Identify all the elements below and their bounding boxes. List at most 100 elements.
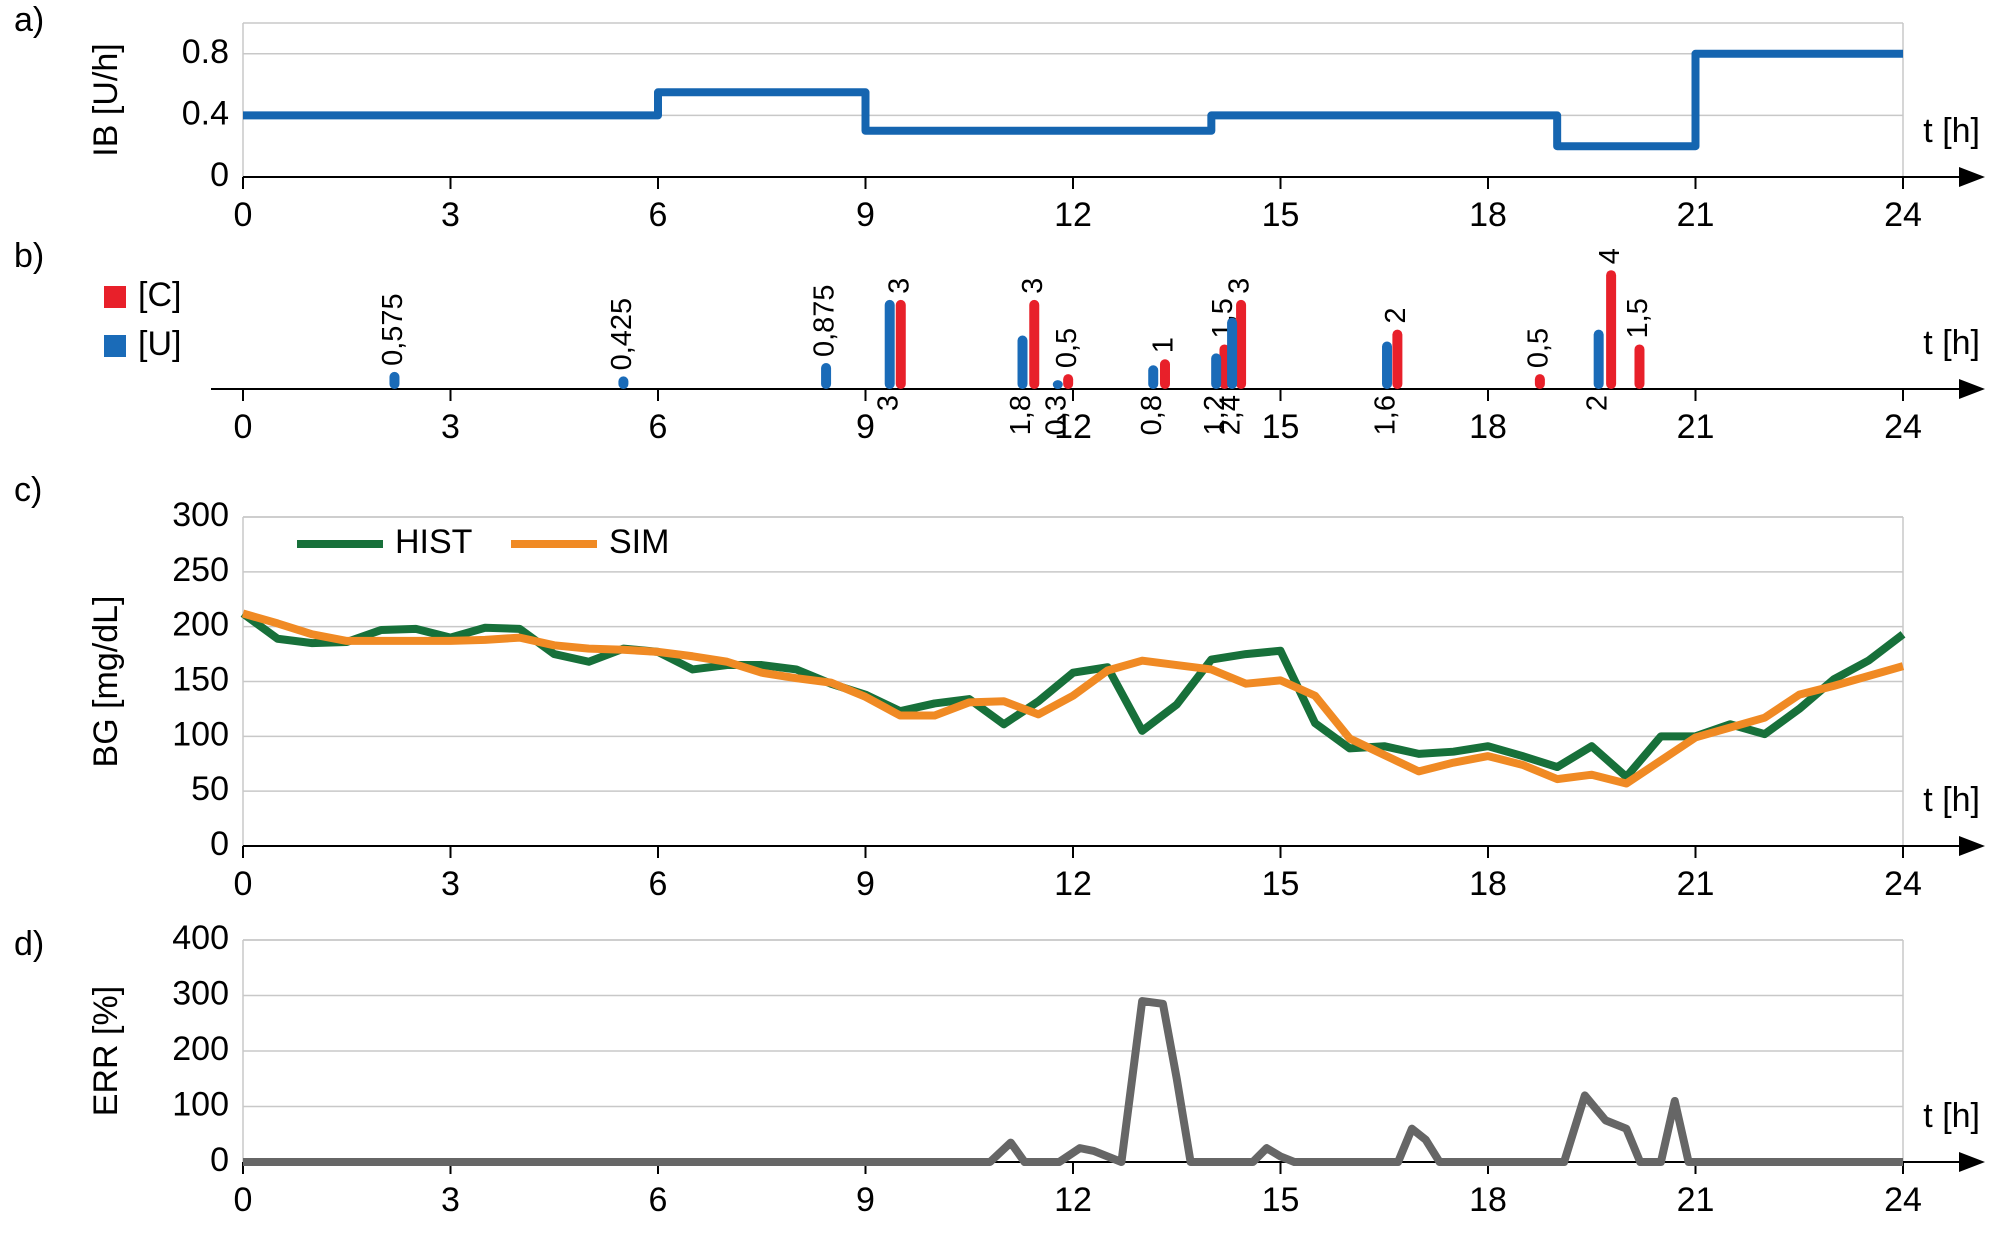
x-tick-label: 0: [234, 865, 253, 903]
y-tick-label: 300: [172, 496, 229, 534]
x-tick-label: 0: [234, 1181, 253, 1219]
bar: [884, 299, 895, 389]
x-tick-label: 18: [1469, 408, 1507, 446]
x-tick-label: 18: [1469, 196, 1507, 234]
y-tick-label: 0: [210, 156, 229, 194]
value-label: 0,575: [377, 293, 409, 366]
bar: [1219, 344, 1230, 389]
bar: [1236, 299, 1247, 389]
panel-label: d): [14, 925, 44, 963]
legend-label: SIM: [609, 523, 669, 561]
y-tick-label: 0.8: [182, 33, 229, 71]
x-tick-label: 3: [441, 865, 460, 903]
value-label: 1,2: [1199, 395, 1231, 435]
x-axis-label: t [h]: [1923, 781, 1980, 819]
value-label: 1,5: [1622, 298, 1654, 338]
x-tick-label: 6: [649, 408, 668, 446]
value-label: 2: [1380, 307, 1412, 323]
y-tick-label: 0: [210, 1141, 229, 1179]
x-tick-label: 18: [1469, 1181, 1507, 1219]
y-tick-label: 100: [172, 715, 229, 753]
x-tick-label: 21: [1677, 1181, 1715, 1219]
value-label: 0,425: [606, 298, 638, 371]
x-tick-label: 12: [1054, 865, 1092, 903]
y-tick-label: 50: [191, 770, 229, 808]
y-tick-label: 100: [172, 1085, 229, 1123]
x-tick-label: 9: [856, 865, 875, 903]
value-label: 2: [1581, 395, 1613, 411]
x-axis-arrow: [1959, 379, 1985, 399]
bar: [821, 363, 832, 389]
value-label: 3: [872, 395, 904, 411]
y-tick-label: 300: [172, 974, 229, 1012]
legend-label: [C]: [138, 276, 181, 314]
y-axis-label: ERR [%]: [87, 986, 125, 1116]
x-tick-label: 9: [856, 1181, 875, 1219]
x-axis-arrow: [1959, 167, 1985, 187]
y-tick-label: 0.4: [182, 94, 229, 132]
value-label: 1: [1148, 337, 1180, 353]
x-tick-label: 15: [1262, 865, 1300, 903]
value-label: 3: [1224, 278, 1256, 294]
x-axis-label: t [h]: [1923, 1097, 1980, 1135]
x-axis-arrow: [1959, 836, 1985, 856]
x-axis-label: t [h]: [1923, 324, 1980, 362]
value-label: 0,5: [1523, 328, 1555, 368]
x-tick-label: 6: [649, 865, 668, 903]
value-label: 3: [883, 278, 915, 294]
y-tick-label: 200: [172, 1030, 229, 1068]
bar: [1392, 329, 1403, 389]
x-tick-label: 15: [1262, 196, 1300, 234]
x-tick-label: 9: [856, 408, 875, 446]
x-tick-label: 12: [1054, 196, 1092, 234]
x-axis-arrow: [1959, 1152, 1985, 1172]
x-tick-label: 24: [1884, 865, 1922, 903]
y-tick-label: 250: [172, 551, 229, 589]
bar: [1606, 270, 1617, 389]
x-tick-label: 6: [649, 196, 668, 234]
x-tick-label: 9: [856, 196, 875, 234]
x-tick-label: 0: [234, 408, 253, 446]
x-tick-label: 24: [1884, 408, 1922, 446]
series-line: [243, 49, 1903, 151]
bar: [1382, 341, 1393, 389]
panel-label: a): [14, 1, 44, 39]
y-tick-label: 400: [172, 919, 229, 957]
x-tick-label: 24: [1884, 1181, 1922, 1219]
bar: [1593, 329, 1604, 389]
x-tick-label: 15: [1262, 1181, 1300, 1219]
x-tick-label: 3: [441, 1181, 460, 1219]
value-label: 1,6: [1370, 395, 1402, 435]
value-label: 2,4: [1215, 395, 1247, 435]
x-tick-label: 21: [1677, 865, 1715, 903]
x-tick-label: 18: [1469, 865, 1507, 903]
x-tick-label: 12: [1054, 1181, 1092, 1219]
y-axis-label: IB [U/h]: [87, 43, 125, 156]
series-line: [243, 997, 1903, 1166]
x-tick-label: 15: [1262, 408, 1300, 446]
y-axis-label: BG [mg/dL]: [87, 596, 125, 768]
x-tick-label: 21: [1677, 196, 1715, 234]
x-axis-label: t [h]: [1923, 112, 1980, 150]
y-tick-label: 150: [172, 660, 229, 698]
bar: [1159, 359, 1170, 389]
panel-label: b): [14, 237, 44, 275]
series-line: [240, 610, 1906, 781]
y-tick-label: 200: [172, 606, 229, 644]
x-tick-label: 21: [1677, 408, 1715, 446]
bar: [1029, 299, 1040, 389]
bar: [618, 376, 629, 389]
y-tick-label: 0: [210, 825, 229, 863]
value-label: 0,3: [1040, 395, 1072, 435]
bar: [1017, 335, 1028, 389]
bar: [389, 371, 400, 389]
x-tick-label: 6: [649, 1181, 668, 1219]
x-tick-label: 24: [1884, 196, 1922, 234]
value-label: 0,8: [1136, 395, 1168, 435]
x-tick-label: 3: [441, 196, 460, 234]
bar: [1534, 374, 1545, 389]
bar: [895, 299, 906, 389]
legend-label: [U]: [138, 325, 181, 363]
